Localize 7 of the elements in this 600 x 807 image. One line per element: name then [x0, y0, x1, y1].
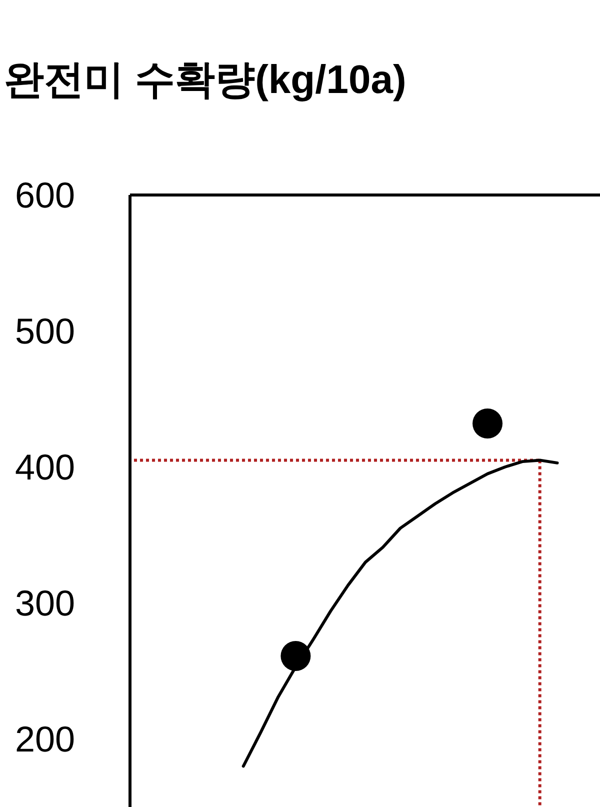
y-tick-label: 400 [14, 446, 76, 488]
chart-title: 완전미 수확량(kg/10a) [4, 58, 406, 102]
y-tick-label: 600 [14, 174, 76, 216]
y-tick-label: 300 [14, 582, 76, 624]
y-tick-label: 200 [14, 718, 76, 760]
y-tick-label: 500 [14, 310, 76, 352]
line-series [242, 458, 559, 768]
